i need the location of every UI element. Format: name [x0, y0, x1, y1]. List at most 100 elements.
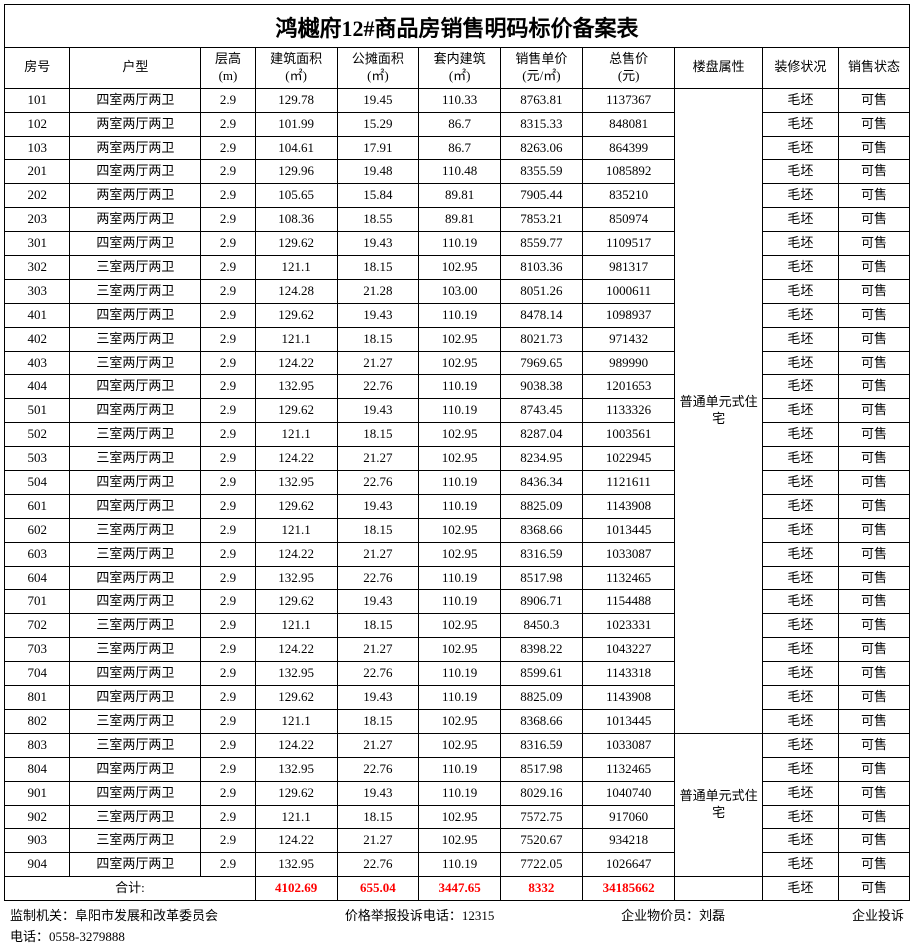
cell: 2.9 [201, 781, 256, 805]
cell: 503 [5, 447, 70, 471]
cell: 110.19 [419, 471, 501, 495]
table-row: 902三室两厅两卫2.9121.118.15102.957572.7591706… [5, 805, 910, 829]
cell: 1022945 [582, 447, 675, 471]
cell: 2.9 [201, 256, 256, 280]
cell: 2.9 [201, 757, 256, 781]
cell: 835210 [582, 184, 675, 208]
cell: 8316.59 [501, 733, 583, 757]
col-inner-header: 套内建筑(㎡) [419, 48, 501, 89]
cell: 21.27 [337, 447, 419, 471]
cell: 1098937 [582, 303, 675, 327]
cell: 902 [5, 805, 70, 829]
cell: 102.95 [419, 805, 501, 829]
status-cell: 可售 [839, 160, 910, 184]
status-cell: 可售 [839, 303, 910, 327]
table-row: 201四室两厅两卫2.9129.9619.48110.488355.591085… [5, 160, 910, 184]
cell: 21.27 [337, 351, 419, 375]
cell: 1040740 [582, 781, 675, 805]
cell: 2.9 [201, 208, 256, 232]
cell: 132.95 [255, 375, 337, 399]
deco-cell: 毛坯 [762, 566, 838, 590]
deco-cell: 毛坯 [762, 232, 838, 256]
cell: 124.22 [255, 638, 337, 662]
table-row: 701四室两厅两卫2.9129.6219.43110.198906.711154… [5, 590, 910, 614]
deco-cell: 毛坯 [762, 399, 838, 423]
cell: 19.43 [337, 781, 419, 805]
cell: 121.1 [255, 327, 337, 351]
cell: 三室两厅两卫 [70, 542, 201, 566]
table-row: 402三室两厅两卫2.9121.118.15102.958021.7397143… [5, 327, 910, 351]
cell: 901 [5, 781, 70, 805]
deco-cell: 毛坯 [762, 805, 838, 829]
col-deco-header: 装修状况 [762, 48, 838, 89]
cell: 702 [5, 614, 70, 638]
cell: 604 [5, 566, 70, 590]
cell: 8316.59 [501, 542, 583, 566]
cell: 129.62 [255, 590, 337, 614]
cell: 989990 [582, 351, 675, 375]
table-header: 房号 户型 层高(m) 建筑面积(㎡) 公摊面积(㎡) 套内建筑(㎡) 销售单价… [5, 48, 910, 89]
cell: 129.62 [255, 399, 337, 423]
cell: 1026647 [582, 853, 675, 877]
cell: 102.95 [419, 447, 501, 471]
deco-cell: 毛坯 [762, 471, 838, 495]
col-room-header: 房号 [5, 48, 70, 89]
cell: 8315.33 [501, 112, 583, 136]
deco-cell: 毛坯 [762, 423, 838, 447]
cell: 三室两厅两卫 [70, 638, 201, 662]
cell: 1143318 [582, 662, 675, 686]
cell: 三室两厅两卫 [70, 351, 201, 375]
cell: 21.27 [337, 829, 419, 853]
col-total-header: 总售价(元) [582, 48, 675, 89]
cell: 18.15 [337, 423, 419, 447]
status-cell: 可售 [839, 590, 910, 614]
cell: 22.76 [337, 566, 419, 590]
cell: 110.19 [419, 375, 501, 399]
deco-cell: 毛坯 [762, 542, 838, 566]
status-cell: 可售 [839, 542, 910, 566]
deco-cell: 毛坯 [762, 662, 838, 686]
cell: 102.95 [419, 709, 501, 733]
deco-cell: 毛坯 [762, 208, 838, 232]
deco-cell: 毛坯 [762, 112, 838, 136]
table-row: 203两室两厅两卫2.9108.3618.5589.817853.2185097… [5, 208, 910, 232]
summary-area: 4102.69 [255, 877, 337, 901]
status-cell: 可售 [839, 423, 910, 447]
cell: 89.81 [419, 208, 501, 232]
deco-cell: 毛坯 [762, 279, 838, 303]
cell: 三室两厅两卫 [70, 614, 201, 638]
cell: 8287.04 [501, 423, 583, 447]
cell: 103.00 [419, 279, 501, 303]
table-row: 603三室两厅两卫2.9124.2221.27102.958316.591033… [5, 542, 910, 566]
table-row: 803三室两厅两卫2.9124.2221.27102.958316.591033… [5, 733, 910, 757]
cell: 22.76 [337, 471, 419, 495]
deco-cell: 毛坯 [762, 638, 838, 662]
cell: 302 [5, 256, 70, 280]
table-row: 404四室两厅两卫2.9132.9522.76110.199038.381201… [5, 375, 910, 399]
deco-cell: 毛坯 [762, 590, 838, 614]
table-row: 202两室两厅两卫2.9105.6515.8489.817905.4483521… [5, 184, 910, 208]
cell: 22.76 [337, 757, 419, 781]
cell: 848081 [582, 112, 675, 136]
cell: 四室两厅两卫 [70, 375, 201, 399]
status-cell: 可售 [839, 662, 910, 686]
col-area-header: 建筑面积(㎡) [255, 48, 337, 89]
cell: 102.95 [419, 256, 501, 280]
cell: 103 [5, 136, 70, 160]
cell: 129.62 [255, 686, 337, 710]
deco-cell: 毛坯 [762, 494, 838, 518]
cell: 7572.75 [501, 805, 583, 829]
cell: 2.9 [201, 590, 256, 614]
cell: 102.95 [419, 733, 501, 757]
cell: 三室两厅两卫 [70, 829, 201, 853]
cell: 18.15 [337, 518, 419, 542]
hotline: 价格举报投诉电话：12315 [345, 905, 495, 924]
cell: 971432 [582, 327, 675, 351]
status-cell: 可售 [839, 232, 910, 256]
cell: 19.43 [337, 232, 419, 256]
cell: 四室两厅两卫 [70, 566, 201, 590]
cell: 15.84 [337, 184, 419, 208]
deco-cell: 毛坯 [762, 256, 838, 280]
cell: 8029.16 [501, 781, 583, 805]
cell: 105.65 [255, 184, 337, 208]
